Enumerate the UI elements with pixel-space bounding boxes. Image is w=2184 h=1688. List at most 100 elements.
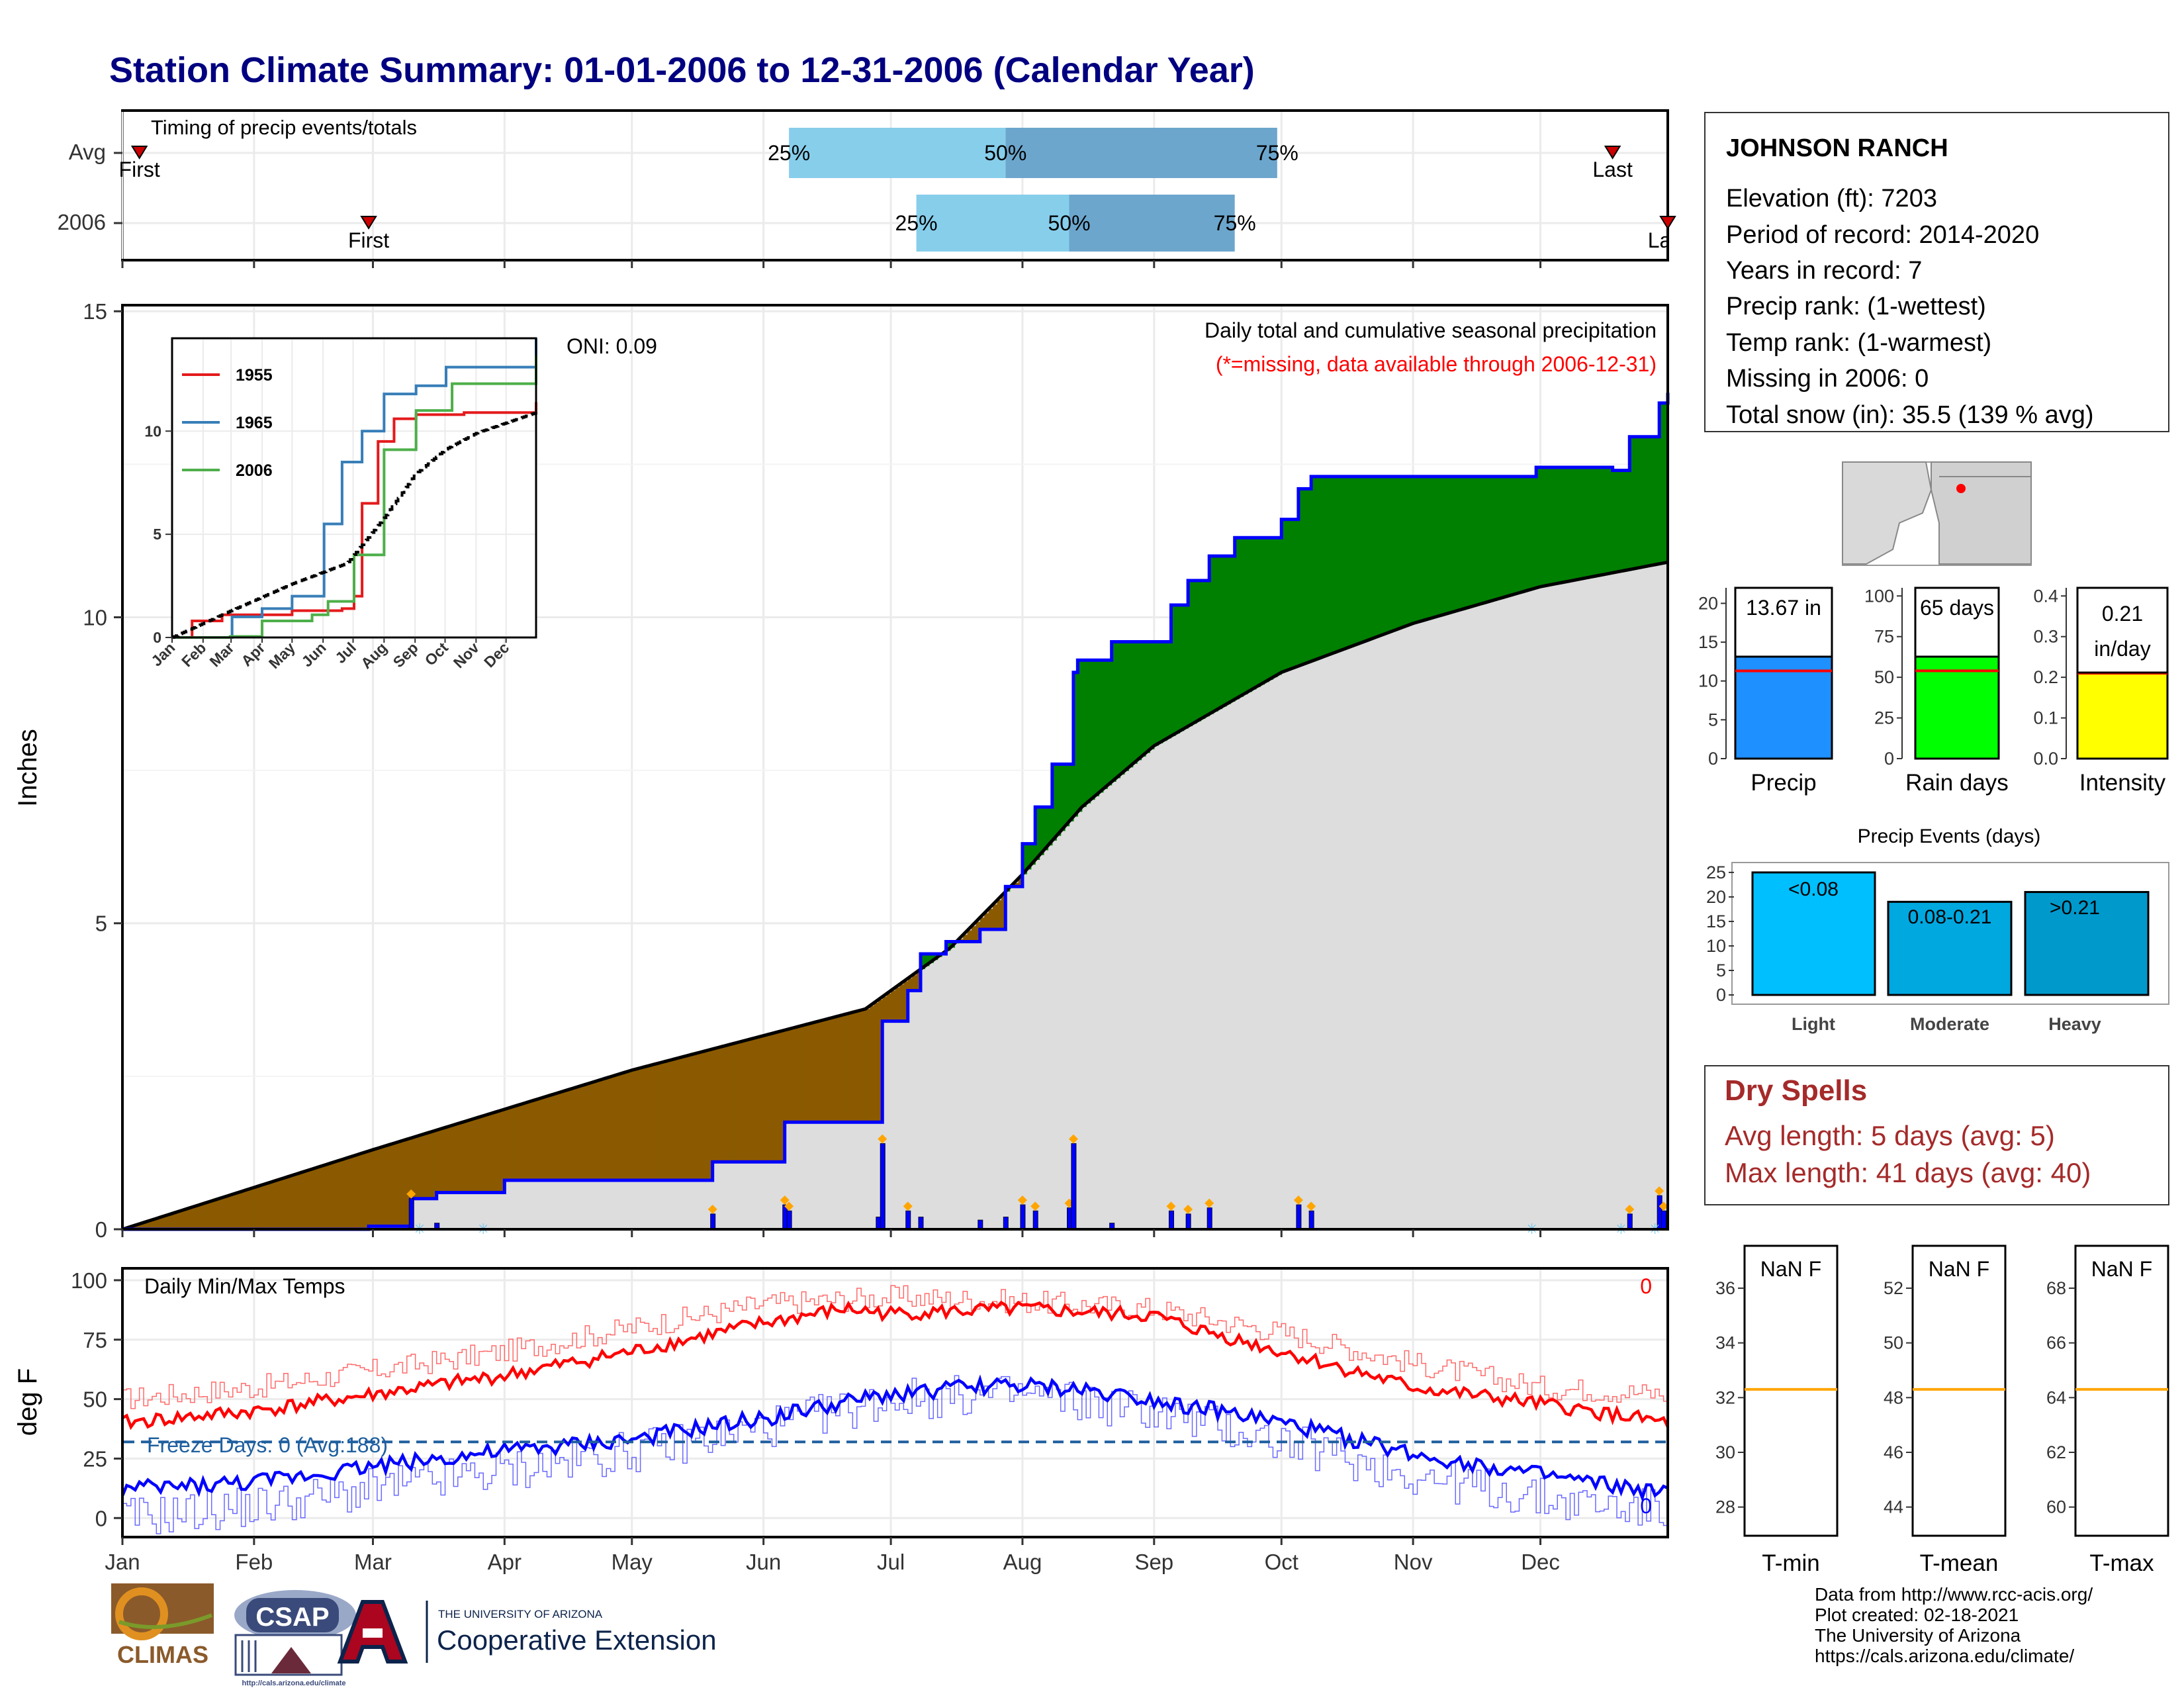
above-avg-fill xyxy=(1175,605,1180,734)
intensity-summary-value: 0.21 xyxy=(2102,602,2143,626)
above-avg-fill xyxy=(1311,476,1316,662)
above-avg-fill xyxy=(1192,581,1197,724)
above-avg-fill xyxy=(1137,641,1142,761)
below-avg-fill xyxy=(144,1222,149,1229)
tmax-observed-line xyxy=(121,1300,1670,1430)
above-avg-fill xyxy=(1150,641,1155,750)
below-avg-fill xyxy=(861,1009,866,1123)
below-avg-fill xyxy=(275,1180,280,1229)
above-avg-fill xyxy=(1162,641,1167,741)
large-event-marker xyxy=(1017,1196,1027,1205)
summary-y-tick-label: 0.4 xyxy=(2033,586,2058,606)
large-event-marker xyxy=(406,1189,416,1199)
below-avg-fill xyxy=(700,1052,705,1181)
below-avg-fill xyxy=(199,1205,204,1229)
below-avg-fill xyxy=(780,1031,786,1162)
above-avg-fill xyxy=(1357,476,1363,644)
above-avg-fill xyxy=(1629,436,1635,570)
above-avg-fill xyxy=(1230,556,1236,702)
avg-last-marker xyxy=(1604,146,1621,160)
events-range-heavy: >0.21 xyxy=(2050,897,2100,919)
below-avg-fill xyxy=(538,1098,543,1181)
below-avg-fill xyxy=(551,1095,556,1181)
temp-y-tick-label: 75 xyxy=(83,1328,107,1352)
above-avg-fill xyxy=(1455,476,1461,612)
avg-q75-label: 75% xyxy=(1256,141,1298,165)
station-line-period: Period of record: 2014-2020 xyxy=(1726,221,2039,249)
station-line-precip-rank: Precip rank: (1-wettest) xyxy=(1726,293,1986,320)
below-avg-fill xyxy=(649,1065,654,1181)
ua-big-text: Cooperative Extension xyxy=(437,1624,717,1656)
summary-y-tick-label: 100 xyxy=(1864,586,1894,606)
below-avg-fill xyxy=(441,1129,446,1193)
above-avg-fill xyxy=(1239,538,1244,697)
observed-cumulative-line xyxy=(122,393,1670,1231)
below-avg-fill xyxy=(462,1122,467,1193)
below-avg-fill xyxy=(555,1094,561,1181)
temp-y-tick-label: 50 xyxy=(83,1387,107,1412)
below-avg-fill xyxy=(190,1207,195,1229)
above-avg-fill xyxy=(1544,467,1549,586)
x-axis-month-label: Nov xyxy=(1394,1550,1433,1574)
below-avg-fill xyxy=(364,1152,369,1229)
below-avg-fill xyxy=(369,1150,374,1227)
credit-line-1: Data from http://www.rcc-acis.org/ xyxy=(1815,1584,2093,1605)
below-avg-fill xyxy=(177,1211,183,1229)
station-line-years: Years in record: 7 xyxy=(1726,257,1922,285)
below-avg-fill xyxy=(916,972,921,991)
above-avg-fill xyxy=(1341,476,1346,651)
below-avg-fill xyxy=(640,1068,645,1181)
below-avg-fill xyxy=(912,975,917,991)
events-label-light: Light xyxy=(1792,1014,1835,1034)
below-avg-fill xyxy=(224,1197,229,1229)
station-line-snow: Total snow (in): 35.5 (139 % avg) xyxy=(1726,401,2094,429)
below-avg-fill xyxy=(852,1012,858,1123)
below-avg-fill xyxy=(173,1213,178,1229)
above-avg-fill xyxy=(1273,538,1278,678)
below-avg-fill xyxy=(619,1074,624,1181)
below-avg-fill xyxy=(674,1058,679,1181)
above-avg-fill xyxy=(1362,476,1367,643)
temp-box-y-tick-label: 62 xyxy=(2046,1442,2066,1462)
below-avg-fill xyxy=(827,1019,832,1123)
above-avg-fill xyxy=(1447,476,1452,614)
below-avg-fill xyxy=(547,1096,552,1181)
below-avg-fill xyxy=(313,1168,318,1229)
above-avg-fill xyxy=(1086,660,1091,804)
above-avg-fill xyxy=(1531,476,1537,589)
tmean-box-value: NaN F xyxy=(1929,1257,1989,1281)
below-avg-fill xyxy=(712,1049,717,1162)
above-avg-fill xyxy=(1472,476,1477,606)
above-avg-fill xyxy=(1464,476,1469,609)
above-avg-fill xyxy=(1566,467,1571,582)
events-range-light: <0.08 xyxy=(1788,878,1839,900)
ua-logo: THE UNIVERSITY OF ARIZONA Cooperative Ex… xyxy=(337,1600,717,1664)
temp-box-y-tick-label: 32 xyxy=(1715,1387,1735,1407)
above-avg-fill xyxy=(1226,556,1231,704)
dry-spells-title: Dry Spells xyxy=(1725,1074,1867,1107)
below-avg-fill xyxy=(988,908,993,929)
below-avg-fill xyxy=(631,1070,637,1181)
below-avg-fill xyxy=(721,1047,726,1162)
credit-line-3: The University of Arizona xyxy=(1815,1625,2021,1646)
summary-y-tick-label: 50 xyxy=(1874,667,1894,687)
above-avg-fill xyxy=(1039,807,1044,855)
below-avg-fill xyxy=(878,1000,883,1123)
events-title: Precip Events (days) xyxy=(1858,825,2041,847)
above-avg-fill xyxy=(1489,476,1494,602)
below-avg-fill xyxy=(292,1175,297,1229)
x-axis-month-label: Aug xyxy=(1003,1550,1042,1574)
above-avg-fill xyxy=(1209,556,1214,714)
below-avg-fill xyxy=(776,1032,781,1162)
below-avg-fill xyxy=(874,1002,879,1123)
below-avg-fill xyxy=(844,1014,849,1123)
above-avg-fill xyxy=(1094,660,1100,796)
above-avg-fill xyxy=(925,953,930,966)
summary-y-tick-label: 0 xyxy=(1708,749,1718,769)
below-avg-fill xyxy=(606,1078,612,1181)
above-avg-fill xyxy=(1349,476,1354,647)
above-avg-fill xyxy=(1026,843,1032,870)
oni-label: ONI: 0.09 xyxy=(567,334,657,358)
daily-precip-bar xyxy=(1185,1213,1191,1230)
above-avg-fill xyxy=(1417,476,1422,622)
